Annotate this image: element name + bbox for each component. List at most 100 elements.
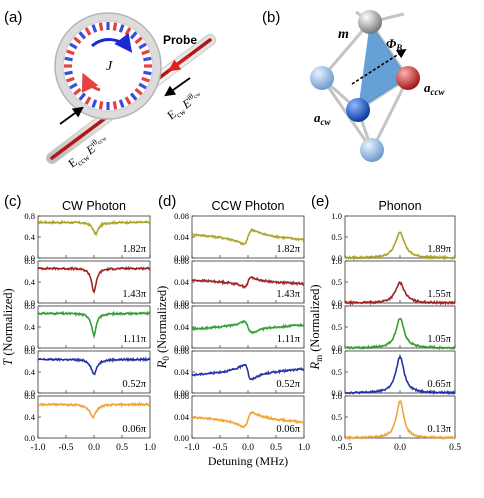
phase-label: 0.06π (122, 424, 146, 435)
y-tick-label: 0.00 (174, 433, 189, 443)
eccw-arrow (59, 106, 84, 125)
phase-label: 0.52π (276, 379, 300, 390)
y-tick-label: 0.4 (24, 367, 35, 377)
stripe-mark (66, 76, 75, 83)
chart-c: (c) CW Photon 0.0 0.4 0.8 1.82π 0.0 0.4 0.8 1.43π… (1, 193, 156, 453)
subplot-frame (344, 215, 456, 259)
stripe-mark (129, 92, 138, 101)
data-series (191, 363, 305, 382)
subplot-1.43π: 0.00 0.04 0.08 1.43π (174, 256, 305, 308)
y-tick-label: 0.0 (331, 433, 342, 443)
phase-label: 1.05π (427, 334, 451, 345)
phase-label: 1.89π (427, 244, 451, 255)
stripe-mark (69, 82, 78, 90)
stripe-mark (91, 99, 98, 108)
node-m (358, 10, 382, 34)
y-tick-label: 0.00 (174, 298, 189, 308)
y-axis-label: R0 (Normalized) (155, 286, 171, 370)
x-tick-label: 0.5 (270, 443, 282, 453)
y-tick-label: 0.4 (24, 277, 35, 287)
phase-label: 1.43π (122, 289, 146, 300)
stripe-mark (91, 24, 98, 33)
flux-label: ΦB (386, 36, 402, 53)
data-series (191, 227, 305, 246)
phase-label: 0.13π (427, 424, 451, 435)
y-tick-label: 0.04 (174, 232, 190, 242)
y-axis-label: Rm (Normalized) (308, 284, 324, 370)
y-tick-label: 0.04 (174, 367, 190, 377)
stripe-mark (118, 24, 125, 33)
chart-e: (e) Phonon0.00.51.01.89π0.00.51.01.55π0.0… (308, 193, 461, 453)
subplot-frame (344, 305, 456, 349)
data-series (37, 219, 151, 237)
stripe-mark (64, 56, 73, 62)
node-acw (346, 98, 370, 122)
data-series (37, 265, 151, 294)
cw-arrow (81, 72, 101, 93)
subplot-1.89π: 0.0 0.5 1.0 1.89π (331, 211, 456, 263)
y-tick-label: 0.08 (174, 391, 189, 401)
y-tick-label: 0.5 (331, 367, 342, 377)
y-tick-label: 0.8 (24, 301, 35, 311)
stripe-mark (143, 70, 152, 76)
y-tick-label: 1.0 (331, 256, 342, 266)
x-tick-label: -1.0 (184, 443, 199, 453)
y-tick-label: 1.0 (331, 391, 342, 401)
x-tick-label: 1.0 (144, 443, 156, 453)
subplot-1.82π: 0.00 0.04 0.08 1.82π (174, 211, 305, 263)
y-tick-label: 0.00 (174, 253, 189, 263)
flux-triangle (358, 22, 408, 110)
y-tick-label: 1.0 (331, 346, 342, 356)
stripe-mark (118, 99, 125, 108)
x-tick-label: -0.5 (58, 443, 73, 453)
y-tick-label: 0.0 (24, 343, 35, 353)
x-tick-label: 0.0 (88, 443, 100, 453)
y-axis-label: T (Normalized) (1, 288, 15, 365)
y-tick-label: 0.00 (174, 343, 189, 353)
phase-label: 0.52π (122, 379, 146, 390)
y-tick-label: 0.4 (24, 232, 35, 242)
stripe-mark (66, 49, 75, 56)
subplot-1.55π: 0.0 0.5 1.0 1.55π (331, 256, 456, 308)
data-series (344, 353, 456, 396)
data-series (191, 275, 305, 289)
stripe-pattern (64, 22, 152, 110)
x-axis-label: Detuning (MHz) (208, 454, 288, 468)
y-tick-label: 0.08 (174, 256, 189, 266)
stripe-mark (141, 49, 150, 56)
coupling-label: J (106, 59, 113, 74)
stripe-mark (98, 101, 104, 110)
data-series (344, 231, 456, 262)
node-accw-label: accw (424, 80, 445, 97)
y-tick-label: 0.5 (331, 277, 342, 287)
node-m-label: m (338, 27, 349, 42)
y-tick-label: 0.4 (24, 322, 35, 332)
y-tick-label: 0.08 (174, 346, 189, 356)
subplot-0.52π: 0.00 0.04 0.08 0.52π (174, 346, 305, 398)
panel-label-b: (b) (262, 9, 280, 26)
y-tick-label: 1.0 (331, 301, 342, 311)
data-series (344, 281, 456, 307)
panel-label-a: (a) (4, 9, 22, 26)
stripe-mark (64, 70, 73, 76)
chart-title: Phonon (378, 199, 421, 213)
data-series (344, 400, 456, 441)
y-tick-label: 1.0 (331, 211, 342, 221)
stripe-mark (84, 96, 92, 105)
resonator: J (54, 12, 162, 120)
schematic-a: (a) J Probe EcwEiθcw EccwEiθccw (4, 9, 216, 170)
y-tick-label: 0.8 (24, 346, 35, 356)
y-tick-label: 0.8 (24, 256, 35, 266)
y-tick-label: 0.0 (331, 298, 342, 308)
x-tick-label: 1.0 (298, 443, 310, 453)
subplot-0.06π: 0.0 0.4 0.8 0.06π (24, 391, 151, 443)
data-series (191, 319, 305, 335)
stripe-mark (112, 22, 118, 31)
y-tick-label: 0.4 (24, 412, 35, 422)
y-tick-label: 0.0 (24, 253, 35, 263)
y-tick-label: 0.0 (331, 253, 342, 263)
flux-arrow (351, 48, 407, 85)
node-left (310, 66, 334, 90)
